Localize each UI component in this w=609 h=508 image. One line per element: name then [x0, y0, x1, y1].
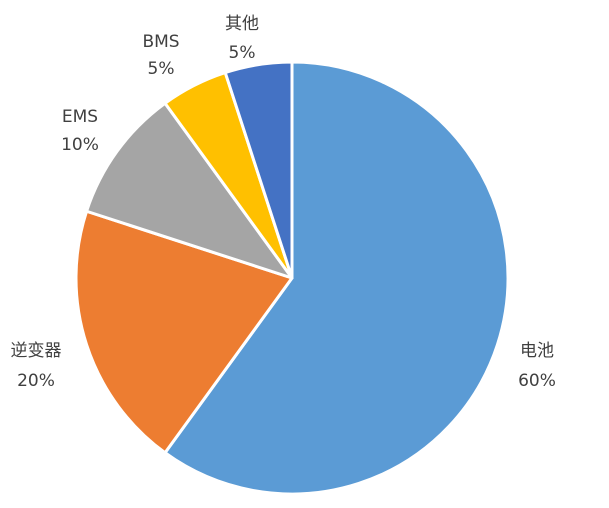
slice-value-label-4: 5%: [229, 43, 256, 63]
slice-value-label-2: 10%: [61, 135, 99, 155]
slices-layer: [74, 60, 510, 496]
slice-value-label-1: 20%: [17, 371, 55, 391]
pie-slice-4: [223, 60, 294, 280]
slice-label-3: BMS: [142, 32, 179, 52]
slice-label-4: 其他: [225, 14, 259, 34]
labels-layer: 电池 60% 逆变器 20% EMS 10% BMS 5% 其他 5%: [11, 14, 556, 391]
slice-value-label-0: 60%: [518, 371, 556, 391]
slice-value-label-3: 5%: [148, 59, 175, 79]
slice-label-0: 电池: [520, 341, 554, 361]
slice-label-2: EMS: [62, 107, 98, 127]
pie-slice-0: [163, 60, 510, 496]
pie-slice-1: [74, 209, 294, 455]
pie-slice-2: [85, 101, 294, 280]
slice-label-1: 逆变器: [11, 341, 62, 361]
